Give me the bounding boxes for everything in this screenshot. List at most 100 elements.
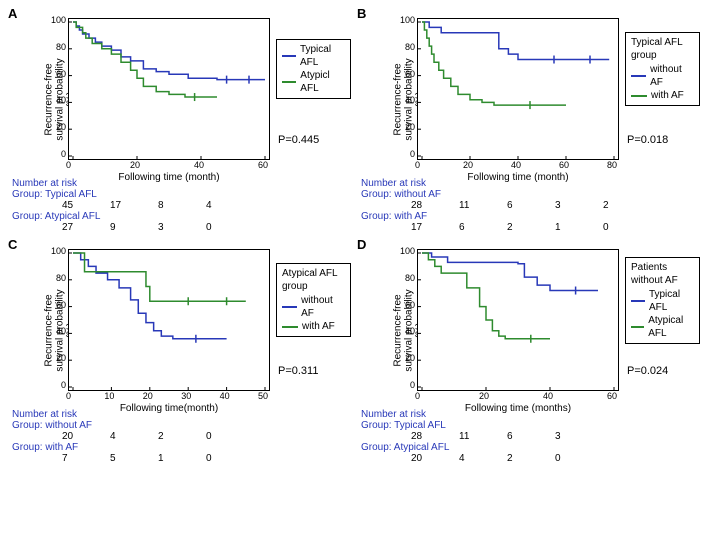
y-tick-label: 20 xyxy=(56,122,66,132)
legend-label: Atypicl AFL xyxy=(300,69,345,95)
y-tick-label: 80 xyxy=(56,273,66,283)
panel-A: ARecurrence-freesurvival probability (%)… xyxy=(8,8,351,233)
survival-curve xyxy=(422,253,598,291)
y-tick-label: 100 xyxy=(400,15,415,25)
x-tick-label: 0 xyxy=(415,160,420,170)
x-tick-label: 60 xyxy=(258,160,268,170)
risk-count: 3 xyxy=(158,222,206,233)
y-tick-label: 0 xyxy=(410,149,415,159)
panel-label: A xyxy=(8,6,17,21)
risk-count: 9 xyxy=(110,222,158,233)
x-tick-label: 0 xyxy=(415,391,420,401)
x-tick-label: 40 xyxy=(511,160,521,170)
legend-swatch xyxy=(631,75,646,77)
risk-count: 8 xyxy=(158,200,206,211)
legend-swatch xyxy=(631,326,644,328)
risk-count: 45 xyxy=(62,200,110,211)
number-at-risk: Number at riskGroup: without AF20420Grou… xyxy=(12,409,351,464)
panel-D: DRecurrence-freesurvival probability (%)… xyxy=(357,239,700,464)
risk-count: 17 xyxy=(411,222,459,233)
survival-curve xyxy=(422,22,609,60)
survival-curve xyxy=(422,22,566,105)
x-tick-label: 80 xyxy=(607,160,617,170)
risk-count: 2 xyxy=(603,200,651,211)
legend-label: Typical AFL xyxy=(300,43,345,69)
panel-C: CRecurrence-freesurvival probability (%)… xyxy=(8,239,351,464)
x-tick-label: 40 xyxy=(220,391,230,401)
risk-group-name: Group: with AF xyxy=(12,442,351,453)
survival-curve xyxy=(73,22,217,97)
y-tick-label: 20 xyxy=(405,122,415,132)
legend-item: without AF xyxy=(282,294,345,320)
risk-count: 3 xyxy=(555,431,603,442)
legend-swatch xyxy=(631,300,645,302)
p-value: P=0.445 xyxy=(278,134,319,146)
x-tick-label: 60 xyxy=(607,391,617,401)
x-tick-label: 30 xyxy=(181,391,191,401)
risk-group-name: Group: with AF xyxy=(361,211,700,222)
x-tick-label: 20 xyxy=(130,160,140,170)
y-tick-label: 0 xyxy=(410,380,415,390)
x-tick-label: 40 xyxy=(543,391,553,401)
risk-count: 2 xyxy=(507,453,555,464)
risk-group-name: Group: Typical AFL xyxy=(12,189,351,200)
x-axis-label: Following time(month) xyxy=(68,403,270,414)
y-tick-label: 80 xyxy=(405,273,415,283)
risk-count: 0 xyxy=(206,431,254,442)
risk-count: 3 xyxy=(555,200,603,211)
survival-curve xyxy=(73,253,246,301)
number-at-risk: Number at riskGroup: Typical AFL451784Gr… xyxy=(12,178,351,233)
x-tick-label: 40 xyxy=(194,160,204,170)
risk-count: 20 xyxy=(62,431,110,442)
x-tick-label: 20 xyxy=(463,160,473,170)
p-value: P=0.018 xyxy=(627,134,668,146)
risk-count: 2 xyxy=(158,431,206,442)
risk-count: 28 xyxy=(411,431,459,442)
risk-count: 4 xyxy=(206,200,254,211)
panel-grid: ARecurrence-freesurvival probability (%)… xyxy=(8,8,700,464)
p-value: P=0.311 xyxy=(278,365,318,377)
y-tick-label: 0 xyxy=(61,380,66,390)
risk-count: 0 xyxy=(603,222,651,233)
x-tick-label: 50 xyxy=(258,391,268,401)
legend-item: with AF xyxy=(282,320,345,333)
risk-group-name: Group: Atypical AFL xyxy=(12,211,351,222)
x-axis-label: Following time (month) xyxy=(417,172,619,183)
y-tick-label: 40 xyxy=(405,326,415,336)
risk-count: 17 xyxy=(110,200,158,211)
legend-swatch xyxy=(282,306,297,308)
risk-count: 6 xyxy=(507,431,555,442)
number-at-risk: Number at riskGroup: without AF2811632Gr… xyxy=(361,178,700,233)
risk-group-name: Group: without AF xyxy=(12,420,351,431)
risk-count: 11 xyxy=(459,431,507,442)
risk-group-name: Group: without AF xyxy=(361,189,700,200)
y-tick-label: 0 xyxy=(61,149,66,159)
risk-count: 4 xyxy=(459,453,507,464)
y-tick-label: 60 xyxy=(56,69,66,79)
legend-item: Typical AFL xyxy=(631,288,694,314)
legend-label: Typical AFL xyxy=(649,288,694,314)
legend-item: Atypical AFL xyxy=(631,314,694,340)
x-axis-label: Following time (months) xyxy=(417,403,619,414)
legend: Atypical AFL groupwithout AFwith AF xyxy=(276,263,351,337)
legend-label: without AF xyxy=(301,294,345,320)
x-tick-label: 10 xyxy=(104,391,114,401)
y-tick-label: 40 xyxy=(405,95,415,105)
x-tick-label: 0 xyxy=(66,391,71,401)
panel-label: D xyxy=(357,237,366,252)
risk-group-name: Group: Atypical AFL xyxy=(361,442,700,453)
y-tick-label: 20 xyxy=(56,353,66,363)
risk-count: 6 xyxy=(507,200,555,211)
legend-label: Atypical AFL xyxy=(648,314,694,340)
y-tick-label: 20 xyxy=(405,353,415,363)
legend-swatch xyxy=(282,55,296,57)
y-tick-label: 60 xyxy=(405,300,415,310)
number-at-risk: Number at riskGroup: Typical AFL281163Gr… xyxy=(361,409,700,464)
risk-count: 7 xyxy=(62,453,110,464)
y-tick-label: 40 xyxy=(56,326,66,336)
chart-area xyxy=(417,249,619,391)
y-tick-label: 40 xyxy=(56,95,66,105)
risk-count: 0 xyxy=(555,453,603,464)
x-tick-label: 0 xyxy=(66,160,71,170)
legend-label: with AF xyxy=(651,89,684,102)
